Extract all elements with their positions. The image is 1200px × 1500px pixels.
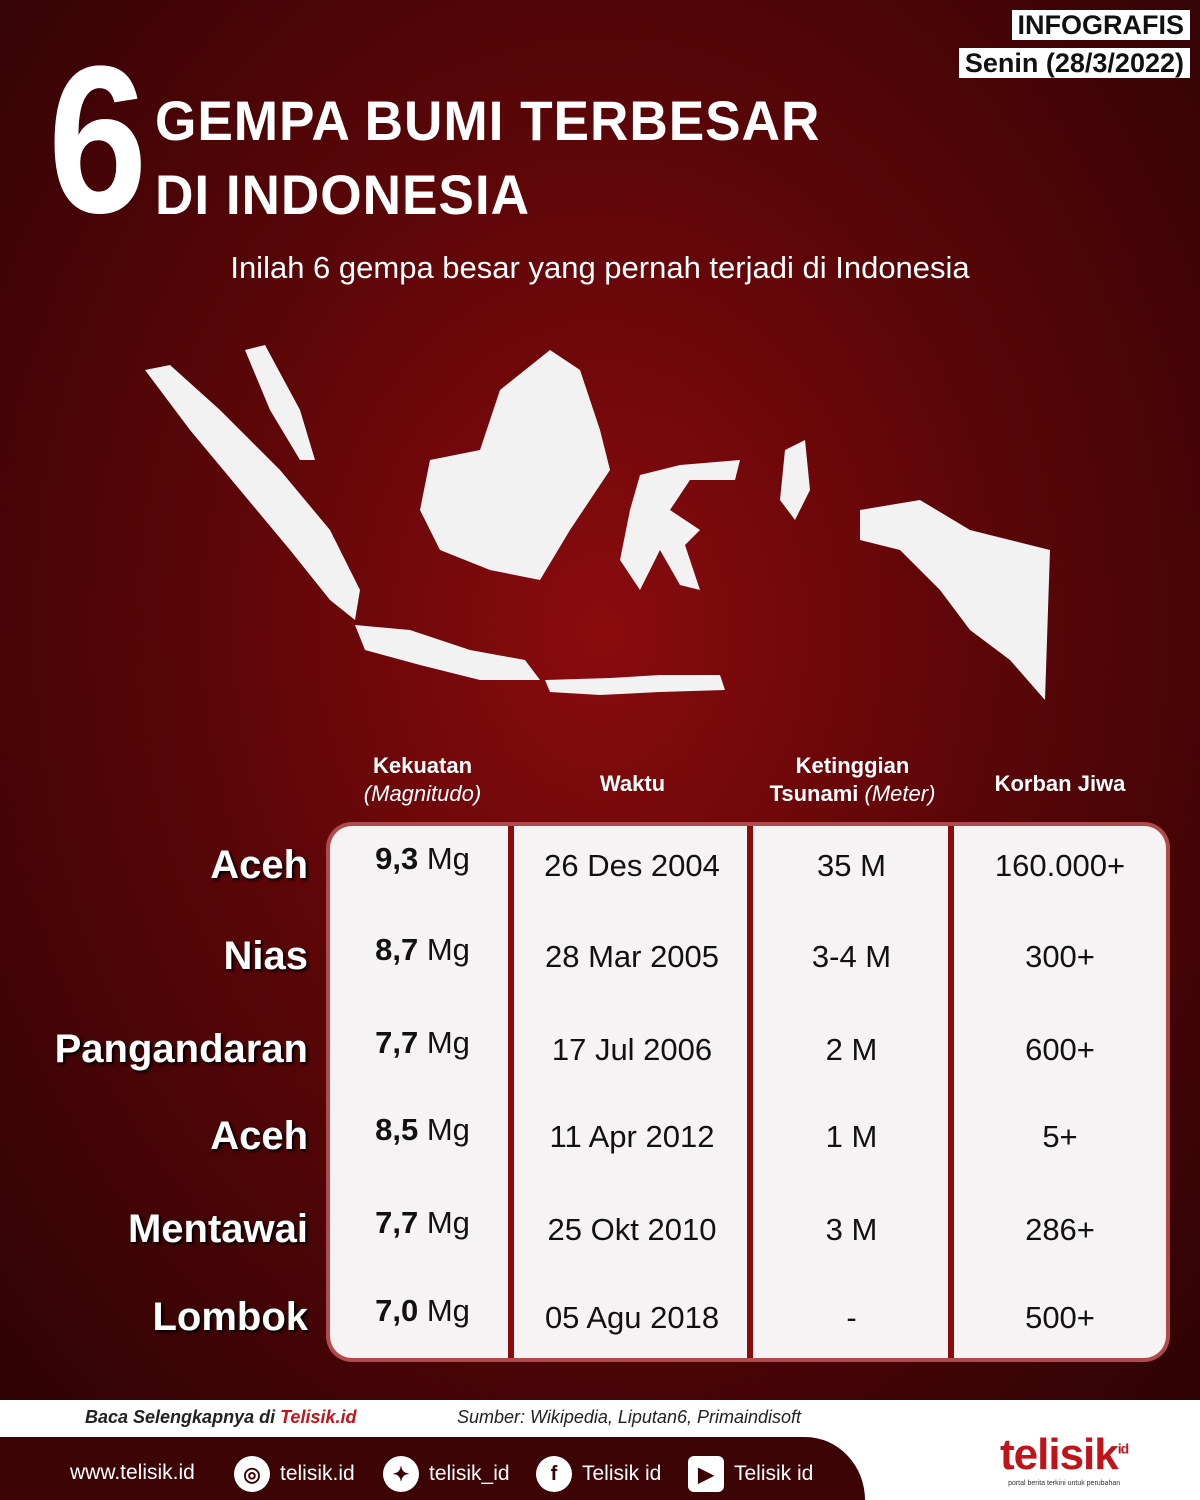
title-number: 6: [48, 22, 147, 257]
date-cell: 05 Agu 2018: [544, 1300, 720, 1335]
subtitle: Inilah 6 gempa besar yang pernah terjadi…: [230, 250, 970, 285]
tsunami-cell: -: [846, 1300, 857, 1335]
location-label: Pangandaran: [54, 1027, 308, 1071]
tsunami-cell: 3-4 M: [811, 939, 892, 974]
title-line2: DI INDONESIA: [155, 163, 530, 226]
tsunami-cell: 35 M: [817, 848, 886, 883]
magnitude-cell: 8,5 Mg: [375, 1112, 470, 1147]
magnitude-cell: 7,7 Mg: [375, 1025, 470, 1060]
youtube-link[interactable]: ▶ Telisik id: [688, 1456, 813, 1492]
nusa-tenggara: [545, 675, 725, 695]
magnitude-cell: 7,0 Mg: [375, 1293, 470, 1328]
instagram-icon: ◎: [234, 1456, 270, 1492]
magnitude-cell: 7,7 Mg: [375, 1205, 470, 1240]
date-badge: Senin (28/3/2022): [958, 48, 1190, 78]
date-cell: 28 Mar 2005: [544, 939, 720, 974]
date-cell: 26 Des 2004: [544, 848, 720, 883]
tsunami-cell: 3 M: [825, 1212, 878, 1247]
magnitude-cell: 9,3 Mg: [375, 841, 470, 876]
header-tsunami: Ketinggian Tsunami (Meter): [769, 753, 936, 806]
malaya: [245, 345, 315, 460]
source: Sumber: Wikipedia, Liputan6, Primaindiso…: [457, 1407, 802, 1427]
title-line1: GEMPA BUMI TERBESAR: [155, 89, 821, 152]
indonesia-map: [145, 345, 1050, 700]
sulawesi: [620, 460, 740, 590]
victims-cell: 160.000+: [994, 848, 1126, 883]
telisik-link[interactable]: Telisik.id: [280, 1407, 357, 1427]
tsunami-cell: 2 M: [825, 1032, 878, 1067]
tsunami-cell: 1 M: [825, 1119, 878, 1154]
java: [355, 625, 540, 680]
victims-cell: 600+: [1025, 1032, 1095, 1067]
magnitude-cell: 8,7 Mg: [375, 932, 470, 967]
youtube-icon: ▶: [688, 1456, 724, 1492]
sumatra: [145, 365, 360, 620]
papua: [860, 500, 1050, 700]
victims-cell: 286+: [1025, 1212, 1095, 1247]
facebook-link[interactable]: f Telisik id: [536, 1456, 661, 1492]
twitter-icon: ✦: [383, 1456, 419, 1492]
victims-cell: 5+: [1042, 1119, 1078, 1154]
location-label: Aceh: [210, 1114, 308, 1158]
victims-cell: 500+: [1025, 1300, 1095, 1335]
facebook-icon: f: [536, 1456, 572, 1492]
read-more: Baca Selengkapnya di Telisik.id: [85, 1407, 357, 1427]
date-cell: 17 Jul 2006: [551, 1032, 713, 1067]
location-label: Nias: [223, 934, 309, 978]
kalimantan: [420, 350, 610, 580]
date-cell: 25 Okt 2010: [547, 1212, 717, 1247]
maluku: [780, 440, 810, 520]
victims-cell: 300+: [1025, 939, 1095, 974]
telisik-logo: telisikid portal berita terkini untuk pe…: [1000, 1430, 1129, 1487]
website-link[interactable]: www.telisik.id: [70, 1461, 195, 1484]
date-cell: 11 Apr 2012: [549, 1119, 715, 1154]
location-label: Aceh: [210, 843, 308, 887]
earthquake-table: [330, 826, 1166, 1358]
header-kekuatan: Kekuatan (Magnitudo): [363, 753, 482, 806]
instagram-link[interactable]: ◎ telisik.id: [234, 1456, 355, 1492]
header-waktu: Waktu: [599, 771, 666, 796]
location-label: Lombok: [152, 1295, 308, 1339]
infografis-badge: INFOGRAFIS: [1011, 10, 1190, 40]
header-korban: Korban Jiwa: [994, 771, 1126, 796]
location-label: Mentawai: [127, 1207, 308, 1251]
twitter-link[interactable]: ✦ telisik_id: [383, 1456, 510, 1492]
